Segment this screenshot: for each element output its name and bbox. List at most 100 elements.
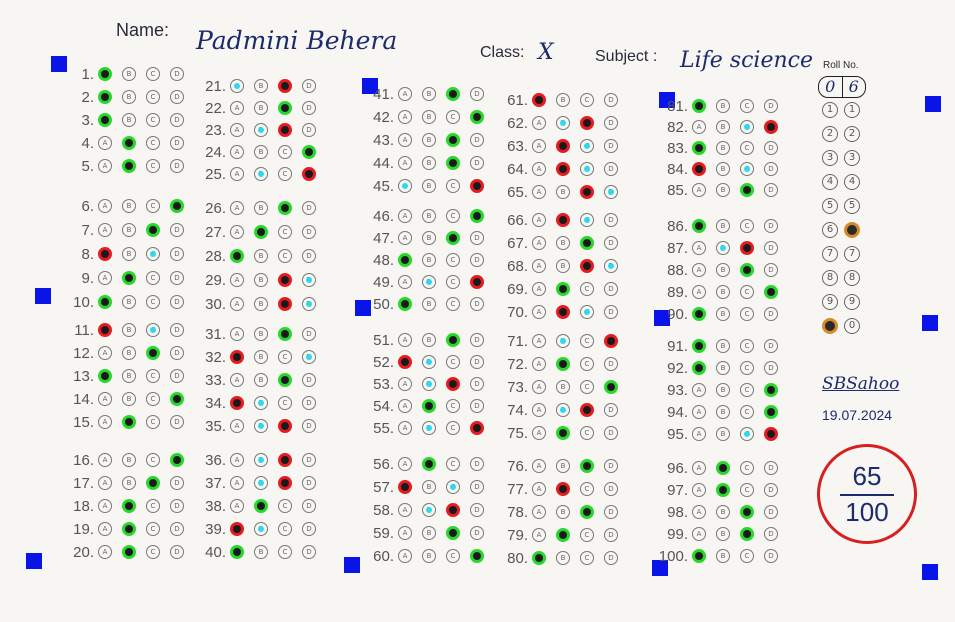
option-d-bubble[interactable]: D xyxy=(170,369,184,383)
option-d-bubble[interactable]: D xyxy=(764,241,778,255)
option-c-bubble[interactable]: C xyxy=(278,225,292,239)
option-a-bubble[interactable]: A xyxy=(692,483,706,497)
option-d-bubble[interactable]: D xyxy=(170,67,184,81)
option-b-bubble[interactable]: B xyxy=(254,522,268,536)
option-b-bubble[interactable]: B xyxy=(254,327,268,341)
option-d-bubble[interactable]: D xyxy=(302,499,316,513)
option-d-bubble[interactable]: D xyxy=(764,162,778,176)
option-d-bubble[interactable]: D xyxy=(764,219,778,233)
option-b-bubble[interactable]: B xyxy=(254,396,268,410)
option-c-bubble[interactable]: C xyxy=(278,419,292,433)
option-b-bubble[interactable]: B xyxy=(254,373,268,387)
option-b-bubble[interactable]: B xyxy=(716,263,730,277)
option-b-bubble[interactable]: B xyxy=(716,427,730,441)
option-c-bubble[interactable]: C xyxy=(580,213,594,227)
option-d-bubble[interactable]: D xyxy=(604,185,618,199)
option-c-bubble[interactable]: C xyxy=(580,139,594,153)
option-b-bubble[interactable]: B xyxy=(556,528,570,542)
option-d-bubble[interactable]: D xyxy=(470,110,484,124)
option-c-bubble[interactable]: C xyxy=(580,162,594,176)
option-a-bubble[interactable]: A xyxy=(398,231,412,245)
option-d-bubble[interactable]: D xyxy=(302,297,316,311)
option-d-bubble[interactable]: D xyxy=(764,339,778,353)
option-b-bubble[interactable]: B xyxy=(122,271,136,285)
option-d-bubble[interactable]: D xyxy=(170,323,184,337)
option-d-bubble[interactable]: D xyxy=(470,503,484,517)
option-d-bubble[interactable]: D xyxy=(470,480,484,494)
roll-digit-bubble-3[interactable]: 3 xyxy=(822,150,838,166)
option-c-bubble[interactable]: C xyxy=(580,403,594,417)
option-b-bubble[interactable]: B xyxy=(254,273,268,287)
option-b-bubble[interactable]: B xyxy=(556,334,570,348)
option-d-bubble[interactable]: D xyxy=(170,247,184,261)
option-d-bubble[interactable]: D xyxy=(470,526,484,540)
option-c-bubble[interactable]: C xyxy=(740,99,754,113)
option-b-bubble[interactable]: B xyxy=(716,461,730,475)
option-d-bubble[interactable]: D xyxy=(470,231,484,245)
option-a-bubble[interactable]: A xyxy=(398,87,412,101)
option-c-bubble[interactable]: C xyxy=(740,339,754,353)
option-c-bubble[interactable]: C xyxy=(146,223,160,237)
roll-digit-bubble-1[interactable]: 1 xyxy=(822,102,838,118)
option-d-bubble[interactable]: D xyxy=(470,421,484,435)
option-c-bubble[interactable]: C xyxy=(146,295,160,309)
option-d-bubble[interactable]: D xyxy=(302,145,316,159)
option-b-bubble[interactable]: B xyxy=(122,113,136,127)
option-d-bubble[interactable]: D xyxy=(604,139,618,153)
roll-digit-bubble-6[interactable]: 6 xyxy=(822,222,838,238)
option-b-bubble[interactable]: B xyxy=(556,426,570,440)
option-c-bubble[interactable]: C xyxy=(146,415,160,429)
option-a-bubble[interactable]: A xyxy=(398,421,412,435)
roll-digit-bubble-8[interactable]: 8 xyxy=(822,270,838,286)
option-b-bubble[interactable]: B xyxy=(422,297,436,311)
option-c-bubble[interactable]: C xyxy=(580,357,594,371)
option-b-bubble[interactable]: B xyxy=(422,421,436,435)
option-a-bubble[interactable]: A xyxy=(532,403,546,417)
option-c-bubble[interactable]: C xyxy=(446,110,460,124)
option-a-bubble[interactable]: A xyxy=(98,199,112,213)
option-b-bubble[interactable]: B xyxy=(422,377,436,391)
option-b-bubble[interactable]: B xyxy=(422,156,436,170)
option-d-bubble[interactable]: D xyxy=(170,415,184,429)
option-a-bubble[interactable]: A xyxy=(692,263,706,277)
option-a-bubble[interactable]: A xyxy=(230,373,244,387)
option-d-bubble[interactable]: D xyxy=(604,459,618,473)
option-c-bubble[interactable]: C xyxy=(580,259,594,273)
option-c-bubble[interactable]: C xyxy=(446,377,460,391)
option-d-bubble[interactable]: D xyxy=(604,426,618,440)
option-b-bubble[interactable]: B xyxy=(422,231,436,245)
option-a-bubble[interactable]: A xyxy=(532,334,546,348)
option-c-bubble[interactable]: C xyxy=(278,145,292,159)
option-b-bubble[interactable]: B xyxy=(556,482,570,496)
option-a-bubble[interactable]: A xyxy=(398,156,412,170)
option-b-bubble[interactable]: B xyxy=(422,526,436,540)
roll-digit-bubble-2[interactable]: 2 xyxy=(844,126,860,142)
option-c-bubble[interactable]: C xyxy=(446,421,460,435)
option-c-bubble[interactable]: C xyxy=(740,241,754,255)
option-a-bubble[interactable]: A xyxy=(98,90,112,104)
option-a-bubble[interactable]: A xyxy=(398,133,412,147)
option-c-bubble[interactable]: C xyxy=(740,162,754,176)
option-b-bubble[interactable]: B xyxy=(122,545,136,559)
option-a-bubble[interactable]: A xyxy=(98,545,112,559)
option-d-bubble[interactable]: D xyxy=(604,305,618,319)
option-c-bubble[interactable]: C xyxy=(580,505,594,519)
option-b-bubble[interactable]: B xyxy=(556,93,570,107)
option-c-bubble[interactable]: C xyxy=(740,505,754,519)
option-d-bubble[interactable]: D xyxy=(170,453,184,467)
option-b-bubble[interactable]: B xyxy=(122,476,136,490)
option-b-bubble[interactable]: B xyxy=(716,549,730,563)
option-a-bubble[interactable]: A xyxy=(692,383,706,397)
option-c-bubble[interactable]: C xyxy=(740,461,754,475)
option-a-bubble[interactable]: A xyxy=(532,505,546,519)
option-c-bubble[interactable]: C xyxy=(446,231,460,245)
option-d-bubble[interactable]: D xyxy=(470,355,484,369)
option-c-bubble[interactable]: C xyxy=(740,549,754,563)
option-b-bubble[interactable]: B xyxy=(122,392,136,406)
option-c-bubble[interactable]: C xyxy=(740,483,754,497)
option-b-bubble[interactable]: B xyxy=(254,499,268,513)
roll-digit-bubble-4[interactable]: 4 xyxy=(844,174,860,190)
option-c-bubble[interactable]: C xyxy=(278,453,292,467)
option-d-bubble[interactable]: D xyxy=(604,551,618,565)
option-b-bubble[interactable]: B xyxy=(556,162,570,176)
